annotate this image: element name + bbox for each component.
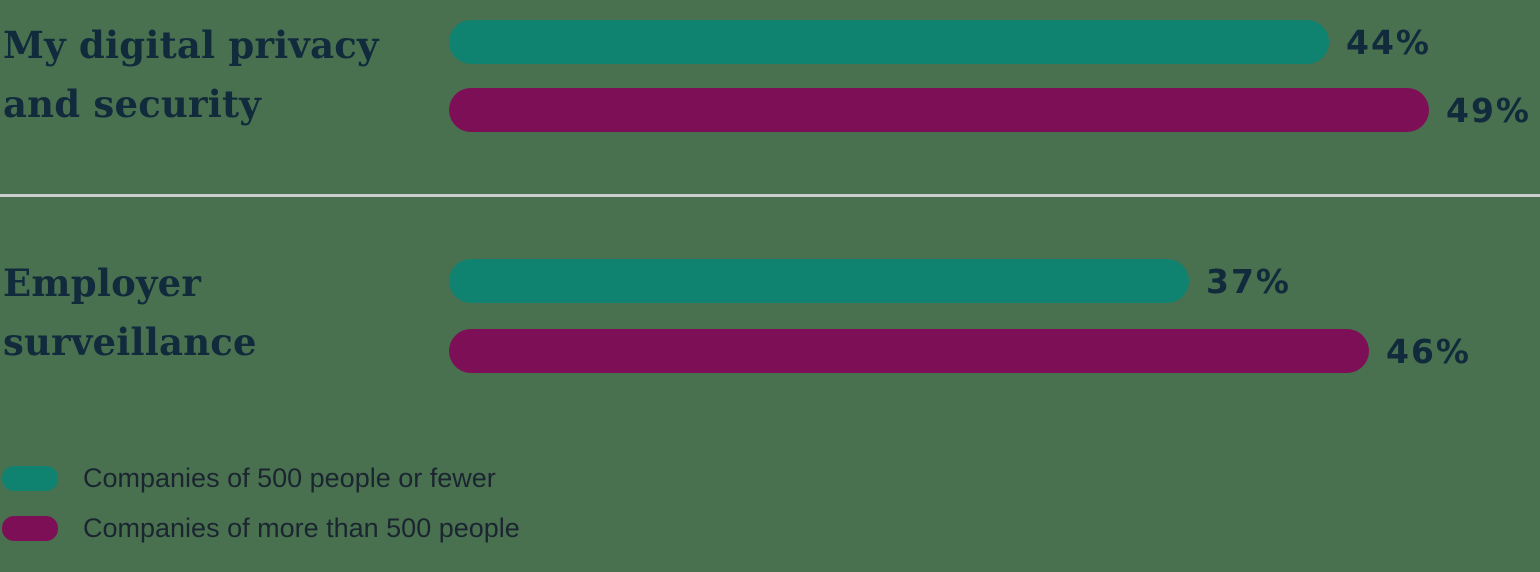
bar-privacy-large-companies [449, 88, 1429, 132]
legend-swatch-magenta [2, 515, 58, 541]
value-label-privacy-small-companies: 44% [1346, 22, 1431, 62]
bar-surveillance-large-companies [449, 329, 1369, 373]
category-label-line: and security [3, 82, 261, 126]
legend-label-large-companies: Companies of more than 500 people [83, 512, 520, 543]
section-divider [0, 194, 1540, 197]
value-label-surveillance-large-companies: 46% [1386, 331, 1471, 371]
legend-item-large-companies: Companies of more than 500 people [2, 512, 520, 543]
category-label-line: My digital privacy [3, 23, 379, 67]
bar-privacy-small-companies [449, 20, 1329, 64]
bar-surveillance-small-companies [449, 259, 1189, 303]
legend-label-small-companies: Companies of 500 people or fewer [83, 462, 496, 493]
category-label-privacy: My digital privacy and security [3, 16, 443, 134]
value-label-surveillance-small-companies: 37% [1206, 261, 1291, 301]
bar-row-surveillance-small-companies: 37% [449, 259, 1291, 303]
bar-row-surveillance-large-companies: 46% [449, 329, 1471, 373]
bar-row-privacy-small-companies: 44% [449, 20, 1431, 64]
category-label-surveillance: Employer surveillance [3, 254, 443, 372]
value-label-privacy-large-companies: 49% [1446, 90, 1531, 130]
category-label-line: surveillance [3, 320, 257, 364]
legend-item-small-companies: Companies of 500 people or fewer [2, 462, 496, 493]
category-label-line: Employer [3, 261, 202, 305]
legend-swatch-teal [2, 465, 58, 491]
bar-row-privacy-large-companies: 49% [449, 88, 1531, 132]
